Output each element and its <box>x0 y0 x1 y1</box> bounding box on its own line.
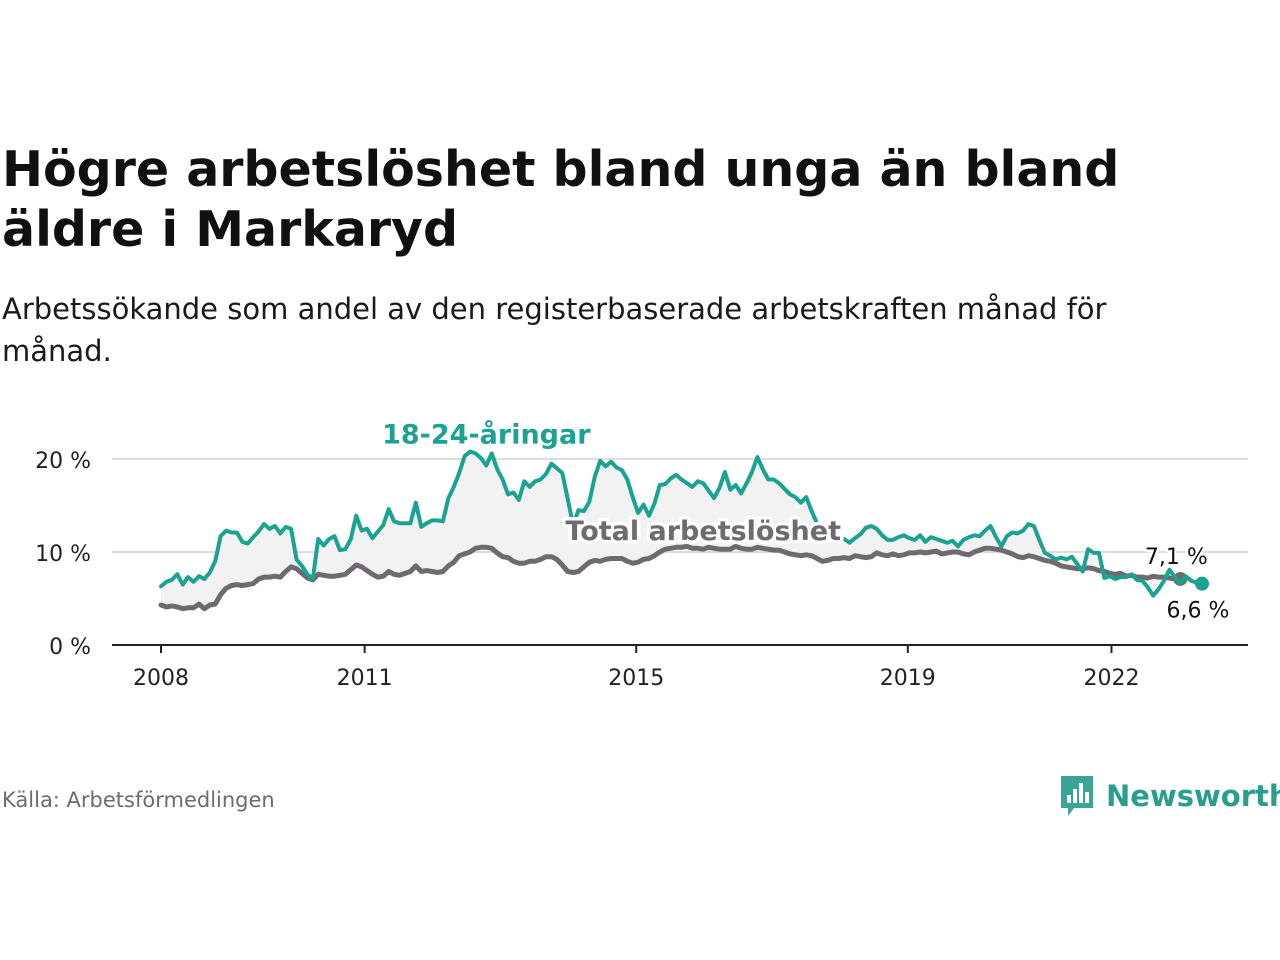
series-label-youth: 18-24-åringar <box>382 419 591 451</box>
x-tick-label: 2011 <box>337 666 393 691</box>
end-value-label-total: 7,1 % <box>1145 545 1208 570</box>
series-line-total <box>158 543 1183 612</box>
series-line-youth <box>159 449 1204 598</box>
x-tick-label: 2008 <box>133 666 189 691</box>
grid-layer <box>112 458 1248 553</box>
axis-layer: 0 % 10 % 20 % 2008 2011 2015 2019 2022 <box>35 449 1248 691</box>
end-value-label-youth: 6,6 % <box>1167 599 1230 624</box>
x-tick-label: 2022 <box>1083 666 1139 691</box>
end-point-youth <box>1195 576 1209 591</box>
source-note: Källa: Arbetsförmedlingen <box>2 788 275 812</box>
brand-name: Newsworthy <box>1106 779 1280 813</box>
line-layer <box>158 449 1209 612</box>
line-chart: 18-24-åringar Total arbetslöshet 7,1 % 6,6 … <box>0 400 1280 714</box>
x-tick-label: 2019 <box>880 666 936 691</box>
line-chart-svg: 18-24-åringar Total arbetslöshet 7,1 % 6,6 … <box>35 415 1248 691</box>
newsworthy-logo-icon <box>1061 776 1093 816</box>
y-tick-label: 0 % <box>49 635 91 660</box>
label-layer: 18-24-åringar Total arbetslöshet 7,1 % 6,6 … <box>379 415 1232 626</box>
series-label-total: Total arbetslöshet <box>565 516 841 547</box>
chart-subtitle: Arbetssökande som andel av den registerb… <box>2 292 1107 368</box>
chart-title: Högre arbetslöshet bland unga än bland ä… <box>2 141 1120 258</box>
brand[interactable]: Newsworthy <box>1058 772 1280 820</box>
y-tick-label: 10 % <box>35 542 91 567</box>
y-tick-label: 20 % <box>35 449 91 474</box>
x-tick-label: 2015 <box>608 666 664 691</box>
